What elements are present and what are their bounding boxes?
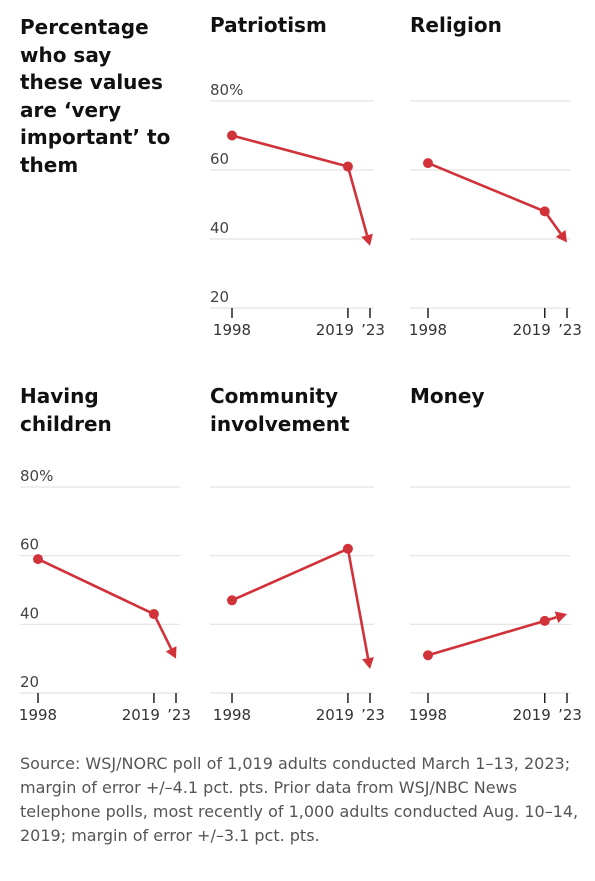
series-arrowhead	[361, 233, 373, 246]
series-arrowhead	[555, 230, 567, 243]
x-tick-label: 1998	[409, 321, 447, 339]
series-line	[427, 161, 546, 213]
data-point	[342, 543, 353, 554]
data-point	[227, 130, 237, 141]
x-tick-label: 2019	[513, 321, 551, 339]
x-tick-label: ’23	[361, 706, 385, 724]
series-arrowhead	[554, 611, 567, 624]
data-point	[148, 609, 159, 620]
data-point	[227, 595, 237, 606]
y-tick-label: 80%	[210, 81, 243, 99]
series-line-projection	[346, 548, 370, 659]
chart-panel: Community involvement 1998 2019 ’23	[210, 384, 385, 724]
x-tick-label: 2019	[316, 321, 354, 339]
x-tick-label: 1998	[213, 321, 251, 339]
chart-title: Community involvement	[210, 384, 350, 436]
series-line	[231, 134, 349, 168]
chart-title: Religion	[410, 13, 502, 37]
y-tick-label: 40	[210, 219, 229, 237]
chart-panel: Money 1998 2019 ’23	[409, 384, 582, 724]
series-line	[231, 547, 349, 602]
y-tick-label: 60	[20, 536, 39, 554]
x-tick-label: 1998	[19, 706, 57, 724]
data-point	[423, 158, 433, 169]
series-line-projection	[152, 613, 173, 650]
chart-title: Patriotism	[210, 13, 327, 37]
x-tick-label: ’23	[558, 321, 582, 339]
chart-panel: Having children 80% 60 40 20 1998 2019 ’23	[19, 384, 191, 724]
chart-panel: Patriotism 80% 60 40 20 1998 2019 ’23	[210, 13, 385, 339]
series-line	[427, 619, 546, 657]
data-point	[539, 206, 550, 217]
series-line	[37, 557, 155, 616]
data-point	[342, 161, 353, 172]
y-tick-label: 40	[20, 604, 39, 622]
source-note: Source: WSJ/NORC poll of 1,019 adults co…	[20, 754, 579, 845]
data-point	[423, 650, 433, 661]
y-tick-label: 20	[210, 288, 229, 306]
series-line-projection	[346, 166, 369, 236]
x-tick-label: ’23	[167, 706, 191, 724]
chart-title: Money	[410, 384, 484, 408]
data-point	[539, 615, 550, 626]
x-tick-label: 2019	[316, 706, 354, 724]
page-title: Percentage who say these values are ‘ver…	[20, 15, 171, 177]
chart-panel: Religion 1998 2019 ’23	[409, 13, 582, 339]
x-tick-label: 1998	[213, 706, 251, 724]
y-tick-label: 60	[210, 150, 229, 168]
x-tick-label: 2019	[513, 706, 551, 724]
series-arrowhead	[362, 657, 374, 669]
y-tick-label: 20	[20, 673, 39, 691]
x-tick-label: 2019	[122, 706, 160, 724]
x-tick-label: ’23	[558, 706, 582, 724]
x-tick-label: 1998	[409, 706, 447, 724]
data-point	[33, 554, 43, 565]
y-tick-label: 80%	[20, 467, 53, 485]
x-tick-label: ’23	[361, 321, 385, 339]
series-arrowhead	[165, 646, 177, 659]
chart-title: Having children	[20, 384, 112, 436]
